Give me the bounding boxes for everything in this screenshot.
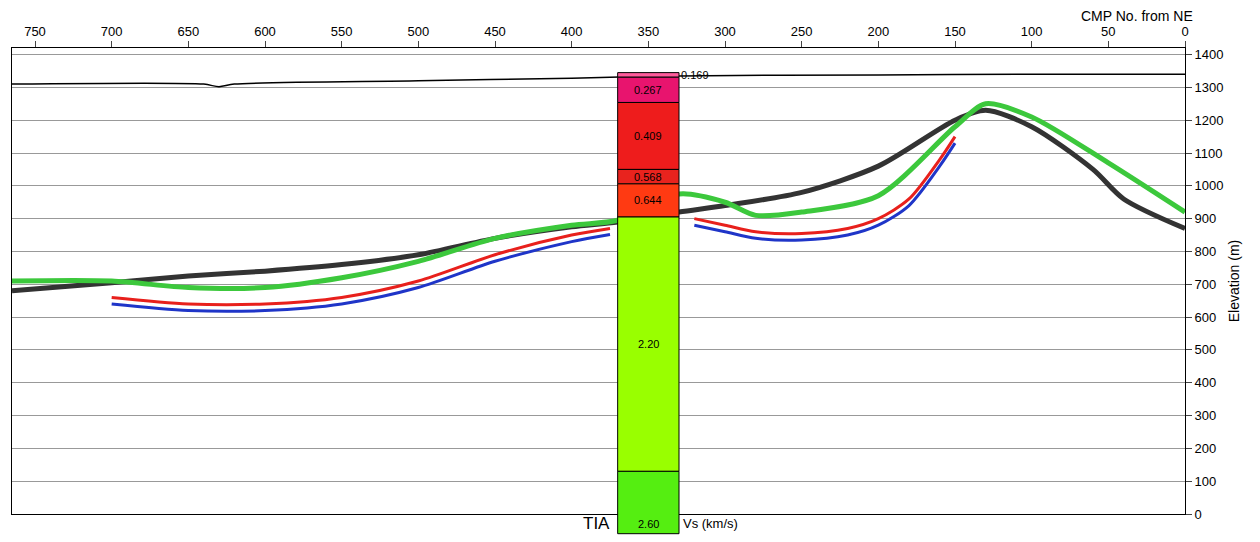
svg-text:Elevation (m): Elevation (m) xyxy=(1226,240,1242,322)
svg-text:0.169: 0.169 xyxy=(681,69,709,81)
svg-text:1000: 1000 xyxy=(1195,178,1224,193)
svg-text:650: 650 xyxy=(177,24,199,39)
svg-text:800: 800 xyxy=(1195,244,1217,259)
svg-text:2.20: 2.20 xyxy=(638,338,659,350)
svg-text:100: 100 xyxy=(1195,474,1217,489)
svg-text:400: 400 xyxy=(1195,375,1217,390)
svg-text:0: 0 xyxy=(1181,24,1188,39)
svg-text:TIA: TIA xyxy=(583,514,610,533)
svg-text:700: 700 xyxy=(1195,277,1217,292)
svg-text:150: 150 xyxy=(944,24,966,39)
svg-text:1400: 1400 xyxy=(1195,47,1224,62)
svg-text:500: 500 xyxy=(407,24,429,39)
svg-text:350: 350 xyxy=(637,24,659,39)
svg-text:700: 700 xyxy=(101,24,123,39)
svg-text:1300: 1300 xyxy=(1195,80,1224,95)
svg-text:600: 600 xyxy=(1195,310,1217,325)
svg-text:50: 50 xyxy=(1101,24,1115,39)
svg-text:CMP No. from NE: CMP No. from NE xyxy=(1081,8,1193,24)
svg-text:0.267: 0.267 xyxy=(634,84,662,96)
svg-text:100: 100 xyxy=(1021,24,1043,39)
svg-text:Vs (km/s): Vs (km/s) xyxy=(683,516,738,531)
svg-text:250: 250 xyxy=(791,24,813,39)
svg-text:200: 200 xyxy=(867,24,889,39)
svg-text:0: 0 xyxy=(1195,507,1202,522)
svg-text:450: 450 xyxy=(484,24,506,39)
svg-text:0.409: 0.409 xyxy=(634,130,662,142)
svg-text:500: 500 xyxy=(1195,342,1217,357)
svg-text:300: 300 xyxy=(1195,408,1217,423)
svg-text:400: 400 xyxy=(561,24,583,39)
svg-text:900: 900 xyxy=(1195,211,1217,226)
svg-text:1200: 1200 xyxy=(1195,113,1224,128)
svg-text:0.568: 0.568 xyxy=(634,171,662,183)
svg-text:200: 200 xyxy=(1195,441,1217,456)
svg-text:550: 550 xyxy=(331,24,353,39)
svg-text:300: 300 xyxy=(714,24,736,39)
svg-text:1100: 1100 xyxy=(1195,146,1223,161)
svg-text:2.60: 2.60 xyxy=(638,518,659,530)
svg-text:750: 750 xyxy=(24,24,46,39)
svg-text:600: 600 xyxy=(254,24,276,39)
svg-text:0.644: 0.644 xyxy=(634,194,662,206)
